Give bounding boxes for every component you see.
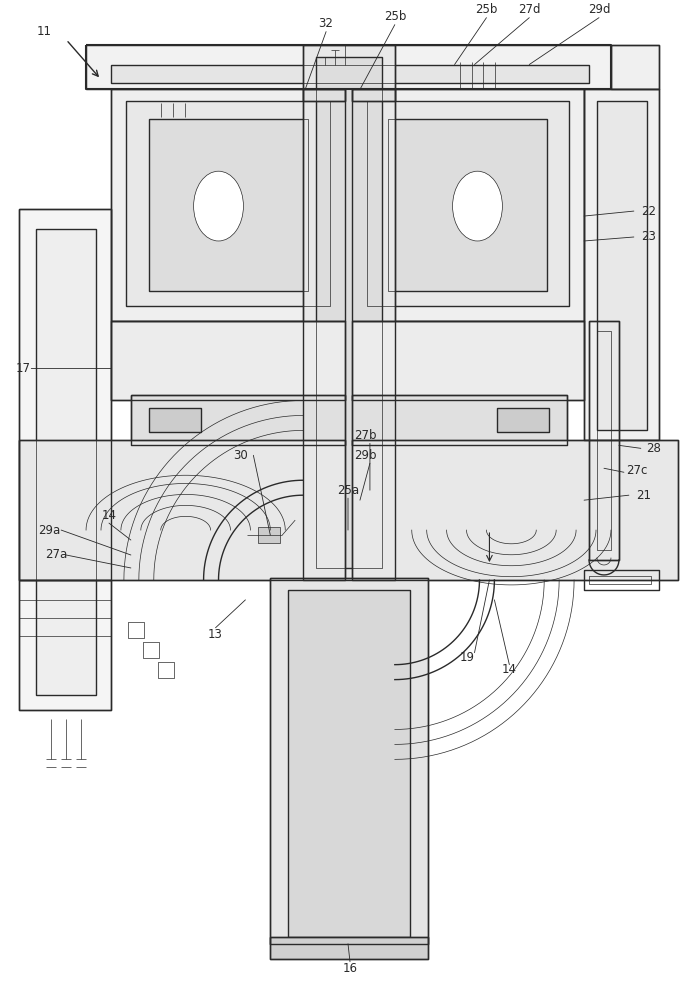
Text: 32: 32 [319,17,334,30]
Text: 11: 11 [37,25,52,38]
Text: 25b: 25b [475,3,498,16]
Polygon shape [148,408,201,432]
Polygon shape [352,89,395,101]
Polygon shape [111,321,345,400]
Ellipse shape [452,171,503,241]
Text: 27c: 27c [626,464,648,477]
Text: 29b: 29b [353,449,376,462]
Ellipse shape [194,171,243,241]
Text: 13: 13 [208,628,223,641]
Polygon shape [303,45,395,580]
Polygon shape [20,209,111,710]
Text: 23: 23 [641,230,657,243]
Polygon shape [367,101,569,306]
Text: 21: 21 [636,489,651,502]
Text: 22: 22 [641,205,657,218]
Text: 17: 17 [15,362,31,375]
Polygon shape [498,408,549,432]
Polygon shape [131,395,345,445]
Polygon shape [111,65,589,83]
Text: 25b: 25b [383,10,406,23]
Polygon shape [352,89,584,321]
Text: 30: 30 [233,449,248,462]
Polygon shape [270,578,428,944]
Text: 27a: 27a [45,548,68,561]
Polygon shape [352,440,677,580]
Polygon shape [352,321,584,400]
Text: 14: 14 [102,509,116,522]
Polygon shape [36,229,96,695]
Polygon shape [126,101,330,306]
Polygon shape [611,45,659,89]
Text: 25a: 25a [337,484,359,497]
Bar [259,527,280,543]
Text: 27d: 27d [518,3,541,16]
Polygon shape [86,45,611,89]
Text: 29a: 29a [38,524,61,537]
Text: 14: 14 [502,663,517,676]
Polygon shape [148,119,308,291]
Polygon shape [270,937,428,959]
Text: 16: 16 [342,962,358,975]
Polygon shape [289,590,410,937]
Polygon shape [111,89,345,321]
Polygon shape [20,440,345,580]
Polygon shape [597,101,647,430]
Text: 28: 28 [646,442,661,455]
Polygon shape [316,57,382,568]
Text: 27b: 27b [353,429,376,442]
Polygon shape [352,395,567,445]
Polygon shape [388,119,547,291]
Polygon shape [584,89,659,440]
Text: 29d: 29d [588,3,611,16]
Text: 19: 19 [460,651,475,664]
Polygon shape [303,89,345,101]
